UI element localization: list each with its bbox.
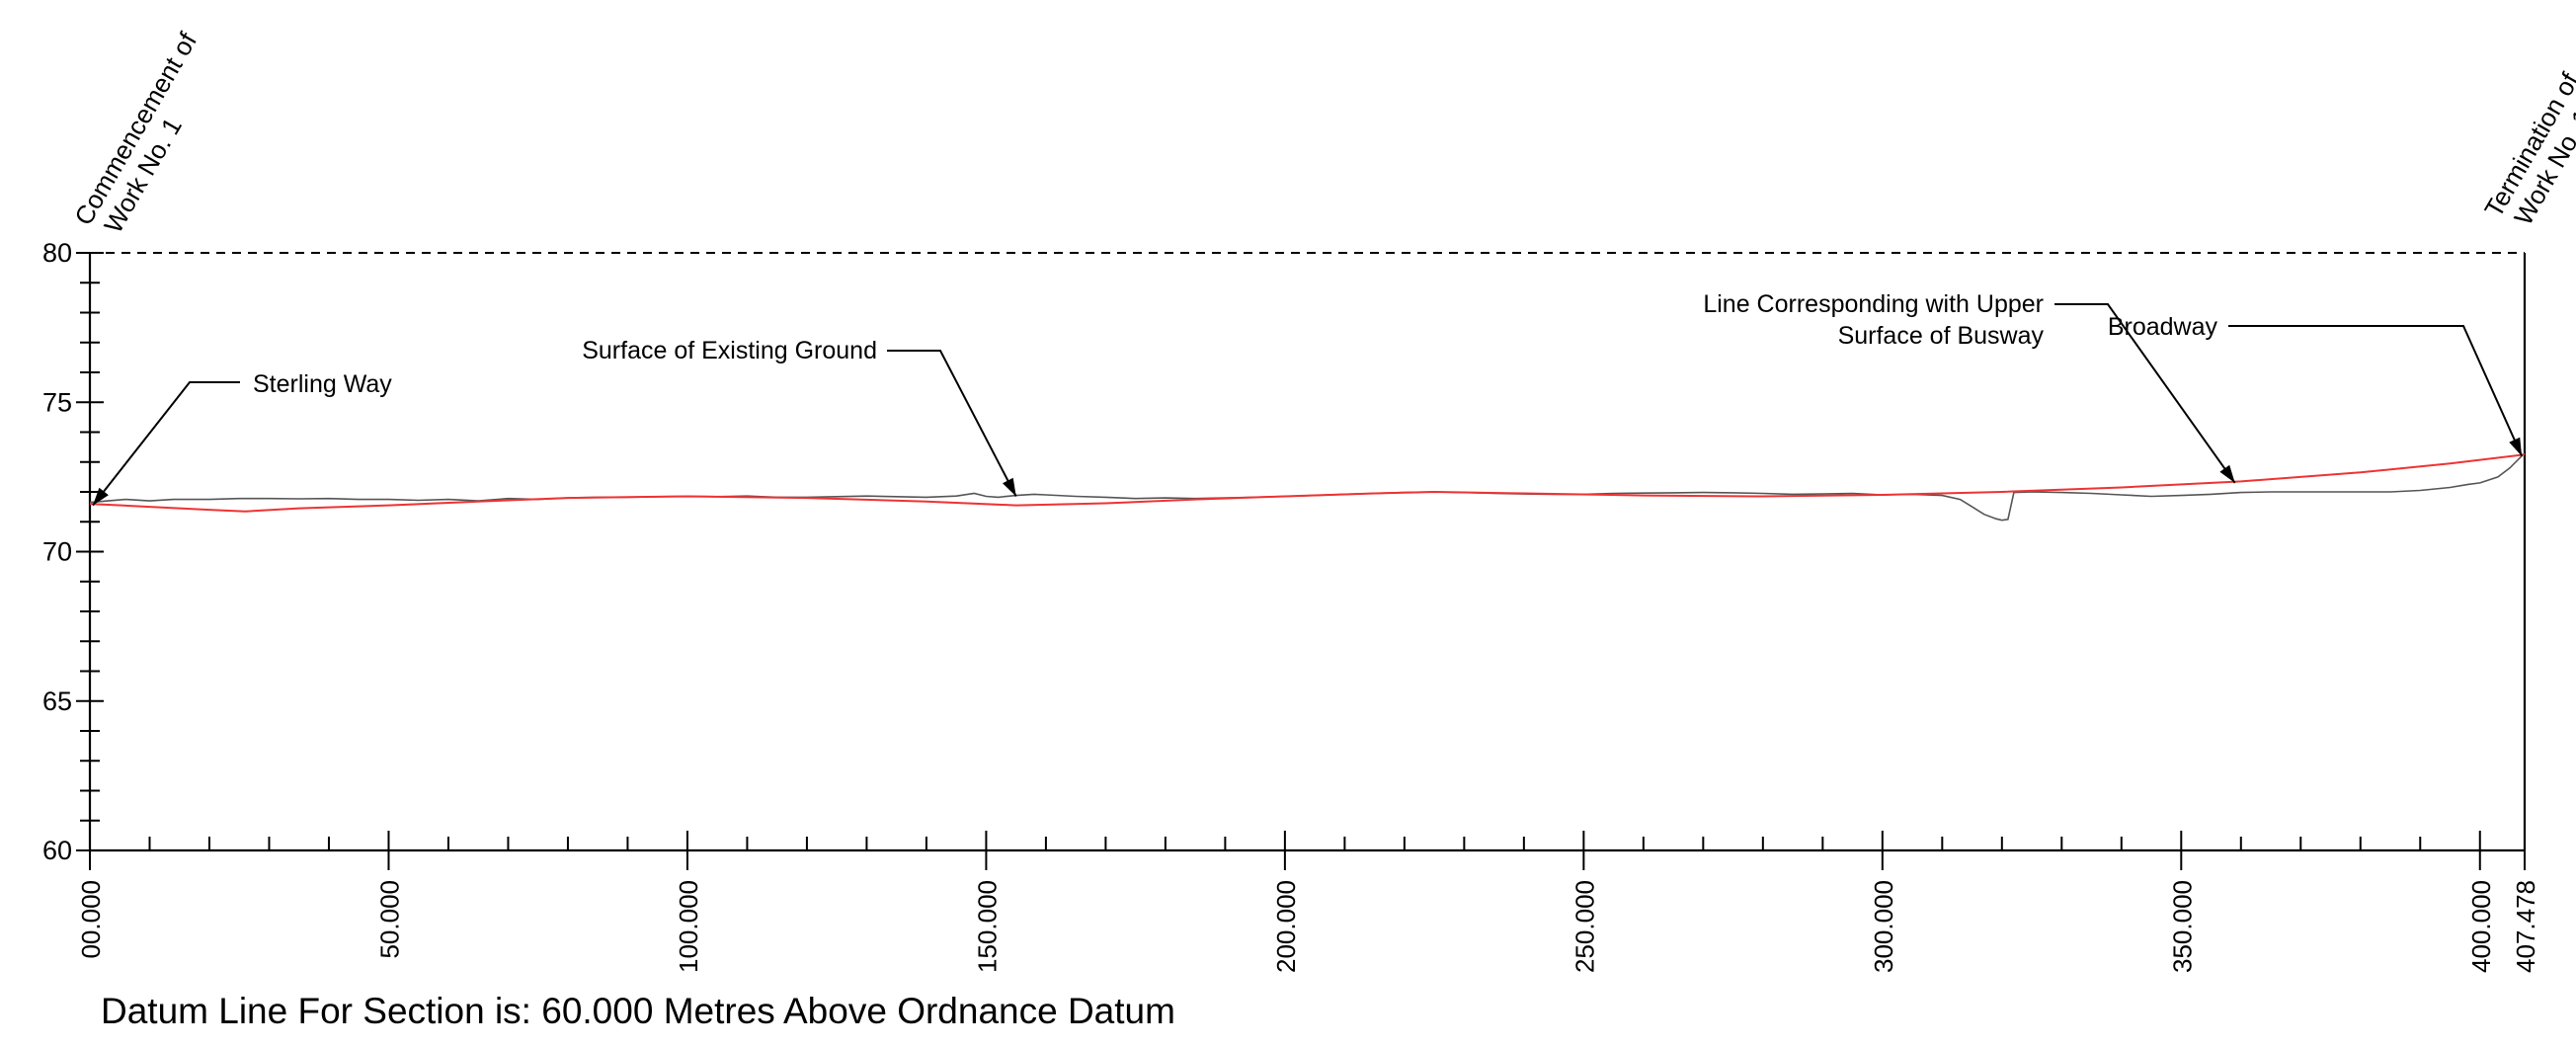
existing-ground-line — [89, 452, 2526, 522]
x-tick-label: 350.000 — [2167, 880, 2197, 973]
annotation-leader-line — [887, 350, 1017, 497]
annotation-leader-line — [2228, 325, 2524, 457]
x-tick-label: 407.478 — [2511, 880, 2540, 973]
annotation-label: Line Corresponding with Upper — [1703, 290, 2044, 318]
annotation-arrowhead — [93, 487, 109, 506]
y-tick-label: 60 — [42, 836, 72, 865]
annotation-label: Surface of Existing Ground — [582, 337, 877, 364]
x-tick-label: 50.000 — [374, 880, 404, 959]
x-tick-label: 100.000 — [674, 880, 703, 973]
annotation-arrowhead — [1003, 477, 1016, 497]
annotation-label: Surface of Busway — [1838, 322, 2045, 350]
annotation-arrowhead — [2219, 464, 2235, 483]
annotation-label: Broadway — [2108, 313, 2218, 341]
busway-surface-line — [89, 453, 2526, 513]
annotation-leader-line — [2054, 303, 2236, 484]
x-tick-label: 400.000 — [2466, 880, 2496, 973]
x-tick-label: 250.000 — [1570, 880, 1599, 973]
y-tick-label: 80 — [42, 238, 72, 268]
x-tick-label: 150.000 — [972, 880, 1002, 973]
x-tick-label: 00.000 — [76, 880, 106, 959]
y-tick-label: 65 — [42, 686, 72, 716]
y-tick-label: 75 — [42, 387, 72, 417]
annotation-leader-line — [92, 381, 240, 507]
y-tick-label: 70 — [42, 537, 72, 567]
datum-footnote: Datum Line For Section is: 60.000 Metres… — [101, 991, 1175, 1031]
x-tick-label: 300.000 — [1869, 880, 1898, 973]
x-tick-label: 200.000 — [1271, 880, 1301, 973]
annotation-label: Sterling Way — [253, 370, 392, 398]
annotation-arrowhead — [2509, 437, 2523, 456]
